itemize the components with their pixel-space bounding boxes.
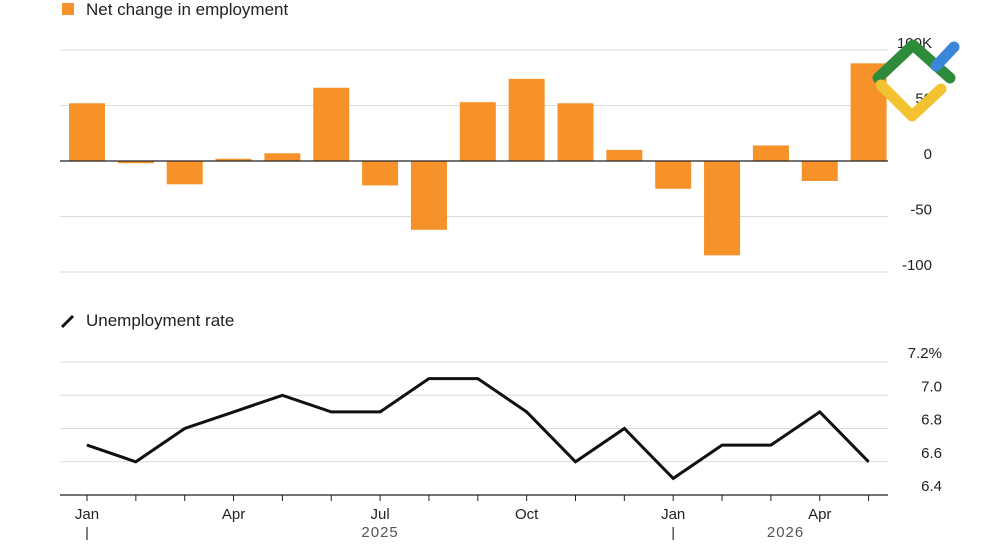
line-point xyxy=(819,411,821,413)
line-point xyxy=(86,444,88,446)
logo-yellow-check xyxy=(875,79,947,122)
bar xyxy=(801,161,838,181)
line-point xyxy=(672,477,674,479)
bar xyxy=(362,161,399,186)
line-point xyxy=(575,461,576,463)
bar xyxy=(215,158,252,161)
watermark-logo xyxy=(872,39,960,122)
x-axis: Jan Apr Jul Oct Jan Apr 2025 2026 xyxy=(60,494,888,541)
bar xyxy=(752,145,789,161)
bar xyxy=(459,102,496,161)
bar xyxy=(508,78,545,161)
x-year-label: 2025 xyxy=(361,524,398,541)
line-legend-swatch xyxy=(60,314,75,329)
line-y-tick-label: 6.4 xyxy=(921,478,942,495)
bar xyxy=(557,103,594,161)
bar-y-tick-label: -50 xyxy=(910,202,932,219)
line-point xyxy=(330,411,332,413)
bar xyxy=(166,161,203,185)
bar xyxy=(704,161,741,256)
line-y-tick-label: 7.2% xyxy=(908,345,942,362)
bar xyxy=(264,153,301,161)
logo-blue-stroke xyxy=(930,41,960,72)
line-y-axis-labels: 7.2% 7.0 6.8 6.6 6.4 xyxy=(908,345,942,495)
bar-series xyxy=(60,63,888,256)
bar xyxy=(606,149,643,161)
line-point xyxy=(770,444,772,446)
line-point xyxy=(135,461,137,463)
line-y-tick-label: 7.0 xyxy=(921,378,942,395)
line-legend: Unemployment rate xyxy=(60,311,234,330)
x-tick-label: Apr xyxy=(808,506,831,523)
x-tick-label: Jan xyxy=(75,506,99,523)
bar-legend-swatch xyxy=(62,3,74,15)
line-legend-label: Unemployment rate xyxy=(86,311,234,330)
bar xyxy=(655,161,692,189)
bar-legend-label: Net change in employment xyxy=(86,0,289,19)
line-point xyxy=(526,411,528,413)
bar-y-tick-label: -100 xyxy=(902,257,932,274)
x-tick-label: Oct xyxy=(515,506,539,523)
line-point xyxy=(477,378,479,380)
line-point xyxy=(233,411,235,413)
line-point xyxy=(281,394,283,396)
bar xyxy=(117,161,154,164)
line-y-tick-label: 6.8 xyxy=(921,412,942,429)
x-year-label: 2026 xyxy=(767,524,804,541)
bar xyxy=(410,161,447,230)
bar-y-tick-label: 0 xyxy=(924,146,932,163)
x-tick-label: Jul xyxy=(371,506,390,523)
x-tick-label: Jan xyxy=(661,506,685,523)
x-tick-label: Apr xyxy=(222,506,245,523)
line-point xyxy=(184,428,186,429)
bar-legend: Net change in employment xyxy=(62,0,289,19)
line-point xyxy=(379,411,381,413)
bar xyxy=(313,87,350,161)
line-series xyxy=(86,377,870,481)
line-point xyxy=(868,461,870,463)
line-point xyxy=(721,444,723,446)
bar xyxy=(69,103,105,161)
line-point xyxy=(428,378,430,380)
line-point xyxy=(623,428,625,429)
line-y-tick-label: 6.6 xyxy=(921,445,942,462)
